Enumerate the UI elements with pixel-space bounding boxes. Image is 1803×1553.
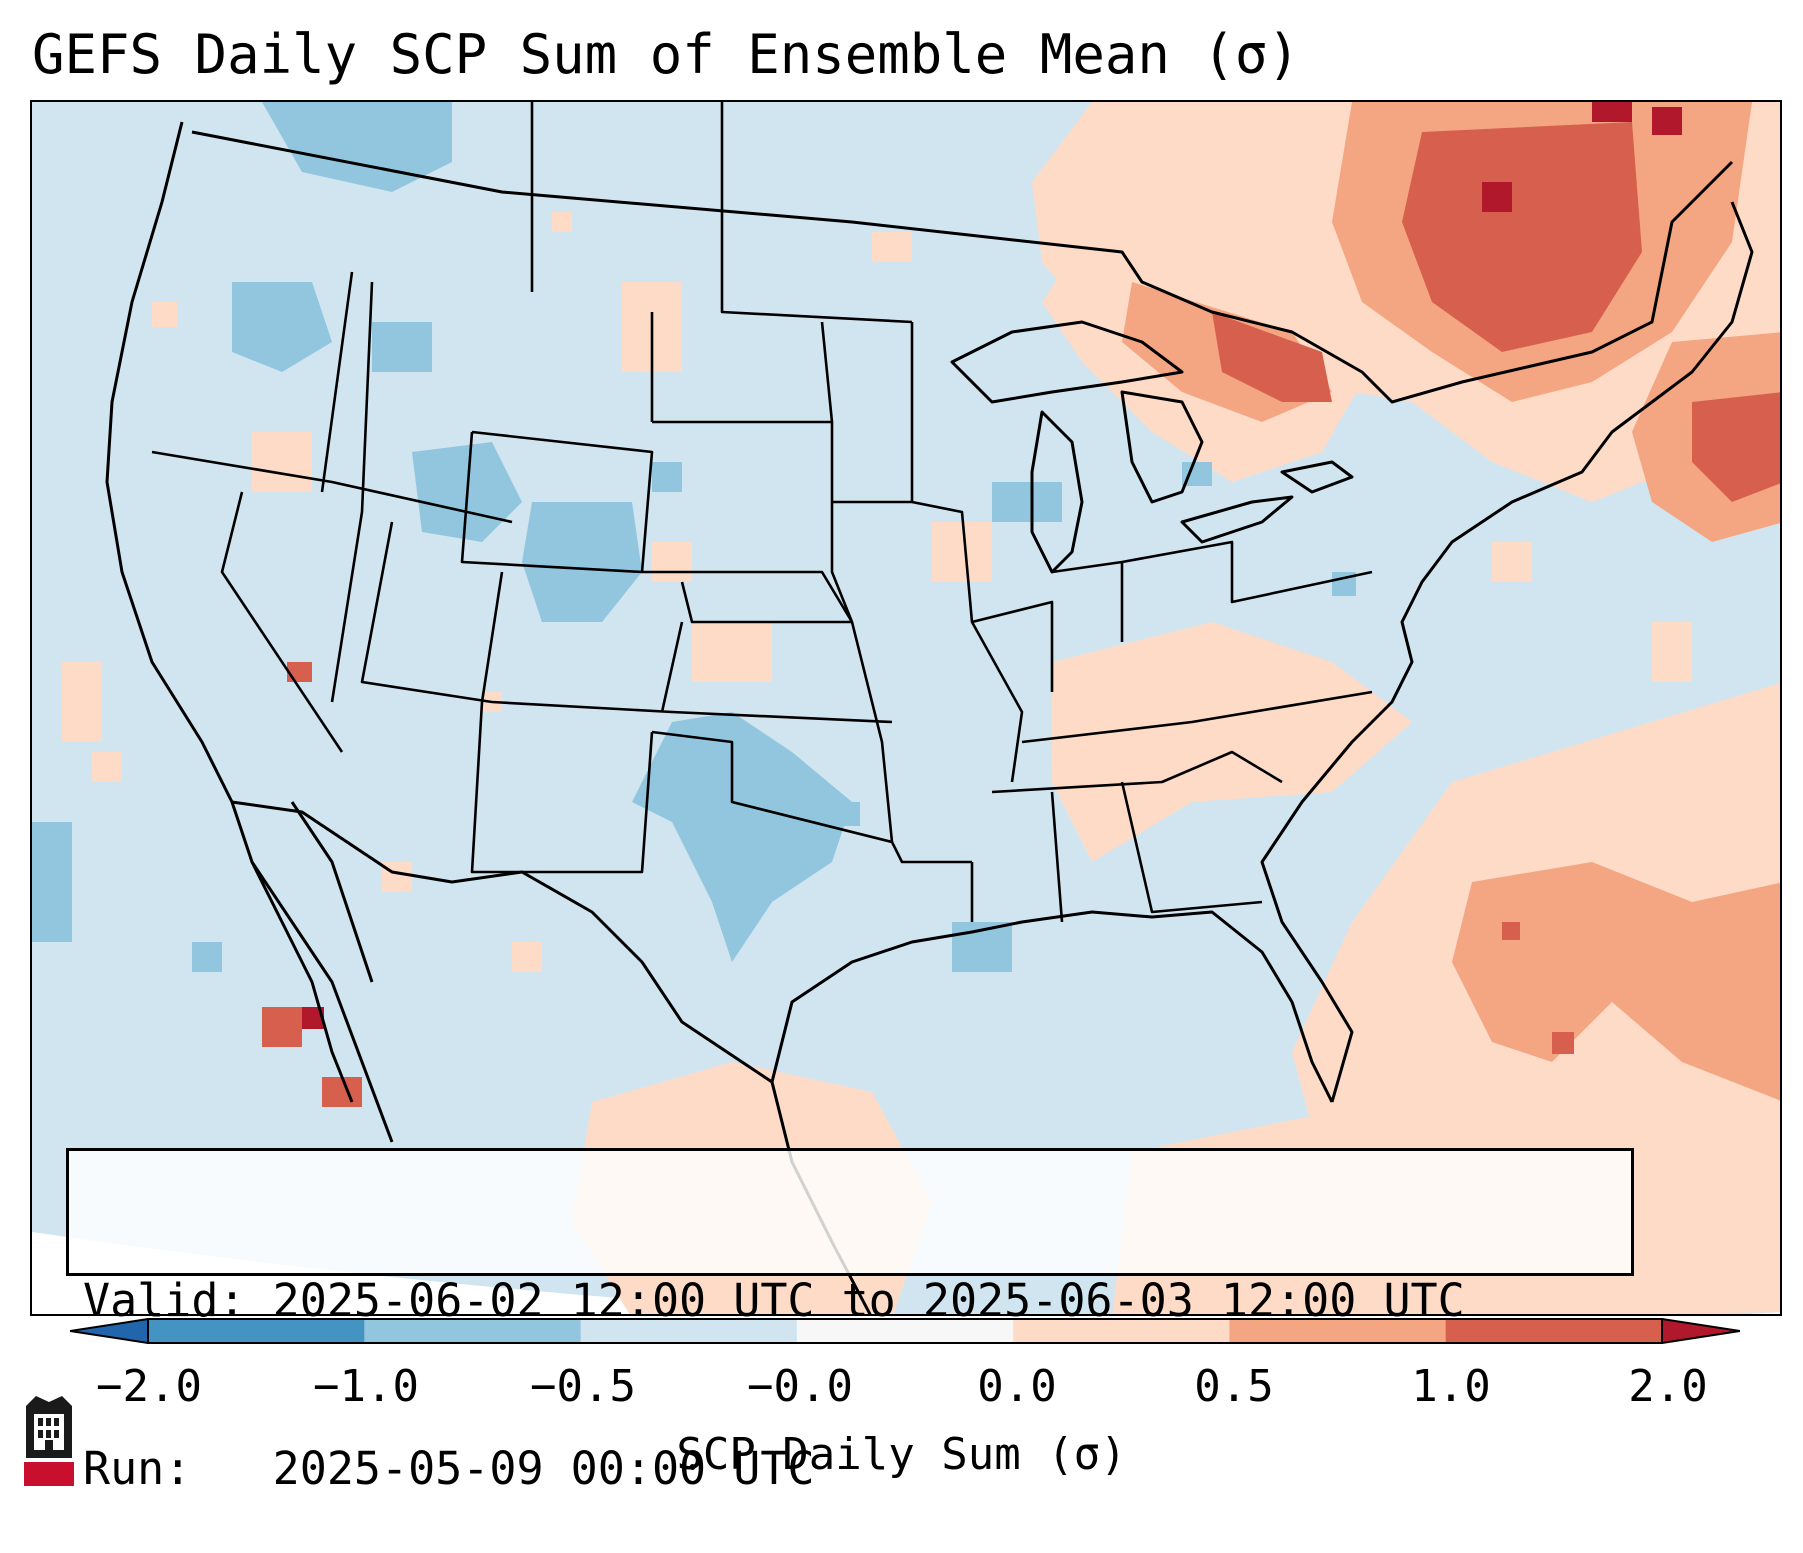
colorbar-tick-label: 0.0 xyxy=(977,1361,1057,1412)
colorbar-extend-high xyxy=(1661,1318,1740,1344)
positive-cell xyxy=(322,1077,362,1107)
colorbar-tick-label: −0.0 xyxy=(747,1361,853,1412)
colorbar-extend-low xyxy=(70,1318,149,1344)
niu-logo xyxy=(24,1396,74,1486)
colorbar-svg xyxy=(70,1318,1740,1344)
colorbar-bin xyxy=(364,1319,582,1343)
positive-cell xyxy=(1552,1032,1574,1054)
colorbar-tick-label: −0.5 xyxy=(530,1361,636,1412)
negative-cell xyxy=(992,482,1062,522)
us-canada-border xyxy=(191,130,1734,404)
positive-cell xyxy=(287,662,312,682)
colorbar-outline xyxy=(147,1318,1663,1344)
colorbar-tick-label: −2.0 xyxy=(96,1361,202,1412)
colorbar-tick-label: 2.0 xyxy=(1628,1361,1708,1412)
positive-max-cell xyxy=(1482,182,1512,212)
run-time: 2025-05-09 00:00 UTC xyxy=(272,1442,815,1495)
colorbar-tick-label: −1.0 xyxy=(313,1361,419,1412)
colorbar-bin xyxy=(796,1319,1014,1343)
colorbar-bin xyxy=(1013,1319,1230,1343)
positive-max-cell xyxy=(1652,107,1682,135)
page-title: GEFS Daily SCP Sum of Ensemble Mean (σ) xyxy=(32,23,1300,86)
colorbar-label: SCP Daily Sum (σ) xyxy=(676,1429,1127,1480)
positive-anomaly-mid-south xyxy=(1052,622,1412,862)
lake-ontario xyxy=(1280,460,1354,494)
map-panel xyxy=(30,100,1782,1316)
negative-anomaly-colorado xyxy=(522,502,642,622)
atlantic-coastline xyxy=(1260,201,1754,1103)
colorbar-bin xyxy=(580,1319,798,1343)
negative-cell xyxy=(652,462,682,492)
state-borders xyxy=(151,102,1373,923)
map-svg xyxy=(32,102,1780,1314)
lake-superior xyxy=(950,320,1184,404)
us-mexico-border xyxy=(231,800,773,1084)
baja-california-coastline xyxy=(250,801,374,1103)
scattered-positive-cells xyxy=(62,212,1692,972)
map-outlines xyxy=(105,102,1754,1314)
negative-cell xyxy=(372,322,432,372)
colorbar-bin xyxy=(1229,1319,1447,1343)
colorbar xyxy=(70,1318,1740,1344)
colorbar-tick-label: 0.5 xyxy=(1194,1361,1274,1412)
colorbar-tick-label: 1.0 xyxy=(1411,1361,1491,1412)
positive-cell xyxy=(1502,922,1520,940)
positive-max-cell xyxy=(1592,102,1632,122)
positive-max-cell xyxy=(302,1007,324,1029)
positive-anomaly-superior-core xyxy=(1212,312,1332,402)
lake-michigan xyxy=(1030,410,1084,574)
run-row: Run: 2025-05-09 00:00 UTC xyxy=(83,1441,1617,1497)
lake-huron xyxy=(1120,390,1204,504)
positive-cell xyxy=(262,1007,302,1047)
colorbar-bin xyxy=(148,1319,365,1343)
gulf-coastline xyxy=(770,910,1334,1103)
pacific-coastline xyxy=(105,121,394,1143)
negative-anomaly-idaho xyxy=(232,282,332,372)
negative-anomaly-texas xyxy=(632,712,852,962)
negative-anomaly-northwest xyxy=(262,102,452,192)
negative-cell xyxy=(832,802,860,826)
valid-run-info-box: Valid: 2025-06-02 12:00 UTC to 2025-06-0… xyxy=(66,1148,1634,1495)
negative-cell xyxy=(192,942,222,972)
run-label: Run: xyxy=(83,1442,192,1495)
colorbar-bin xyxy=(1445,1319,1663,1343)
positive-anomaly-quebec-core xyxy=(1402,122,1642,352)
positive-anomaly-atlantic-mid xyxy=(1452,862,1780,1101)
positive-anomaly-new-england-core xyxy=(1692,392,1780,502)
negative-cell xyxy=(32,822,72,942)
lake-erie xyxy=(1180,495,1294,544)
